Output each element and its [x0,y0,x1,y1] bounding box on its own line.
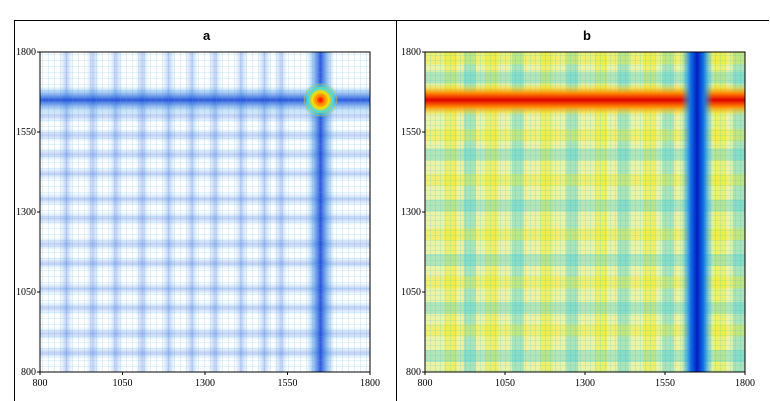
panel-b-x-tick-label: 1050 [495,378,515,389]
panel-a-hotspot-ring [313,92,328,108]
panel-b-y-tick-label: 1050 [401,287,421,298]
panel-b-x-tick-label: 1300 [575,378,595,389]
panel-a-y-tick-label: 800 [21,367,36,378]
panel-a-x-tick-label: 1050 [113,378,133,389]
panel-divider [396,20,397,401]
panel-a-x-tick-label: 800 [33,378,48,389]
panel-a-y-tick-label: 1550 [16,127,36,138]
panel-b-title: b [583,28,591,43]
panel-a-hotspot-ring [310,89,331,111]
figure-frame [14,20,769,401]
panel-b-y-tick-label: 800 [406,367,421,378]
panel-a-hotspot-ring [307,86,334,114]
panel-b-blue-band [681,52,713,372]
panel-a-hotspot-ring [316,95,325,105]
panel-b-y-tick-label: 1800 [401,47,421,58]
panel-a-x-tick-label: 1300 [195,378,215,389]
panel-a-x-tick-label: 1550 [278,378,298,389]
panel-a-field [40,52,370,372]
panel-a-y-tick-label: 1050 [16,287,36,298]
panel-b-x-tick-label: 1800 [735,378,755,389]
panel-a-plot: 800 1050 1300 1550 1800 800 1050 1300 1550 1800 [16,47,380,389]
panel-b-field [425,52,745,372]
panel-b-y-tick-label: 1550 [401,127,421,138]
panel-a-hotspot [302,82,339,118]
panel-a-y-tick-label: 1300 [16,207,36,218]
panel-b-plot: 800 1050 1300 1550 1800 800 1050 1300 1550 1800 [401,47,755,389]
panel-a-hotspot-ring [304,83,337,117]
panel-a-y-tick-label: 1800 [16,47,36,58]
panel-a-title: a [203,28,211,43]
panel-b-y-tick-label: 1300 [401,207,421,218]
panel-b-x-tick-label: 800 [418,378,433,389]
panel-a-x-tick-label: 1800 [360,378,380,389]
panel-b-x-tick-label: 1550 [655,378,675,389]
